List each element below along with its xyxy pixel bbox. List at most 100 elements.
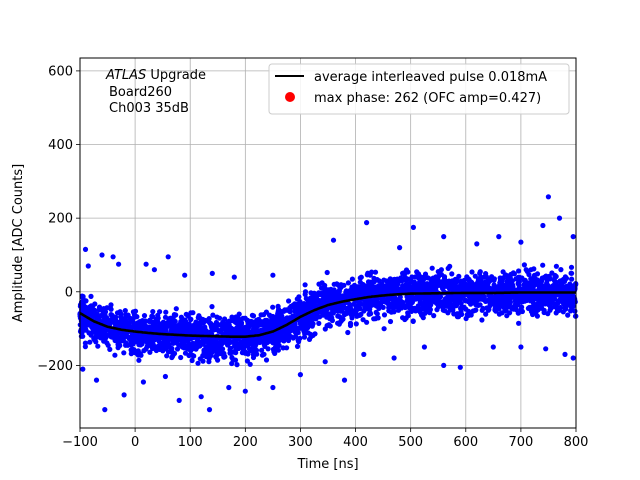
scatter-point: [365, 288, 371, 294]
scatter-point: [165, 349, 172, 355]
scatter-point: [480, 293, 487, 299]
scatter-point: [175, 336, 181, 342]
scatter-point: [519, 286, 525, 292]
scatter-point: [523, 267, 529, 273]
scatter-point: [279, 309, 285, 315]
scatter-outlier-point: [496, 234, 502, 240]
scatter-point: [367, 310, 373, 316]
scatter-point: [221, 350, 227, 357]
scatter-point: [273, 344, 279, 350]
scatter-point: [229, 318, 235, 324]
scatter-point: [423, 284, 429, 290]
scatter-point: [347, 322, 354, 329]
scatter-point: [343, 288, 349, 294]
scatter-point: [374, 277, 380, 283]
scatter-point: [288, 328, 294, 334]
scatter-point: [306, 305, 312, 311]
x-tick-label: 400: [343, 435, 368, 450]
scatter-point: [349, 292, 355, 298]
scatter-point: [150, 320, 156, 326]
scatter-outlier-point: [457, 364, 463, 370]
scatter-point: [286, 298, 292, 304]
scatter-point: [567, 303, 574, 309]
scatter-point: [429, 284, 436, 290]
scatter-outlier-point: [341, 377, 348, 383]
scatter-point: [513, 276, 519, 282]
scatter-point: [96, 304, 103, 310]
scatter-point: [98, 313, 104, 319]
scatter-point: [568, 264, 575, 270]
scatter-outlier-point: [165, 254, 171, 260]
scatter-point: [132, 324, 138, 330]
scatter-point: [327, 323, 333, 329]
scatter-point: [468, 294, 474, 301]
scatter-point: [454, 302, 460, 308]
scatter-point: [165, 338, 171, 344]
scatter-outlier-point: [562, 351, 568, 357]
scatter-point: [169, 335, 176, 341]
scatter-point: [296, 339, 302, 345]
scatter-point: [505, 298, 511, 304]
scatter-point: [264, 320, 270, 327]
scatter-point: [178, 354, 184, 361]
scatter-point: [88, 303, 94, 309]
scatter-point: [473, 302, 479, 308]
scatter-point: [340, 302, 346, 308]
scatter-outlier-point: [441, 362, 447, 368]
scatter-point: [256, 317, 262, 323]
scatter-point: [516, 268, 522, 274]
scatter-point: [479, 286, 485, 292]
scatter-point: [331, 281, 337, 287]
scatter-point: [281, 338, 287, 344]
scatter-outlier-point: [162, 373, 168, 380]
scatter-point: [128, 325, 134, 331]
scatter-point: [178, 314, 184, 320]
scatter-point: [367, 272, 373, 278]
scatter-outlier-point: [151, 267, 157, 273]
scatter-point: [410, 318, 416, 324]
scatter-point: [549, 270, 555, 276]
legend-entry-max-phase: max phase: 262 (OFC amp=0.427): [314, 91, 541, 106]
scatter-point: [553, 263, 560, 269]
scatter-point: [427, 300, 433, 306]
scatter-point: [543, 295, 549, 301]
scatter-point: [546, 285, 552, 291]
scatter-point: [93, 339, 99, 345]
scatter-point: [188, 310, 194, 316]
scatter-point: [443, 278, 449, 284]
scatter-point: [327, 316, 333, 322]
scatter-point: [131, 312, 137, 318]
scatter-point: [499, 301, 505, 307]
scatter-point: [121, 350, 127, 356]
scatter-point: [134, 333, 140, 339]
scatter-outlier-point: [140, 379, 146, 385]
scatter-point: [245, 320, 251, 326]
scatter-point: [551, 283, 558, 289]
scatter-point: [221, 354, 227, 360]
scatter-point: [569, 299, 576, 305]
scatter-outlier-point: [570, 234, 576, 240]
scatter-point: [358, 274, 364, 280]
scatter-point: [463, 306, 469, 312]
scatter-point: [135, 348, 141, 354]
scatter-point: [415, 275, 421, 281]
scatter-point: [308, 290, 314, 296]
scatter-point: [242, 341, 248, 347]
scatter-point: [188, 348, 194, 354]
scatter-point: [173, 306, 179, 312]
scatter-outlier-point: [85, 263, 91, 269]
scatter-point: [150, 313, 156, 320]
scatter-point: [137, 336, 143, 342]
scatter-point: [553, 279, 559, 285]
scatter-outlier-point: [182, 272, 188, 278]
scatter-point: [253, 350, 259, 356]
scatter-point: [152, 344, 159, 350]
scatter-point: [294, 296, 300, 302]
scatter-point: [250, 326, 257, 332]
axis-ticks: −100 0 100 200 300 400 500 600 700 800 −200 0 200 400…: [37, 64, 588, 450]
scatter-point: [80, 293, 86, 300]
scatter-point: [312, 331, 318, 337]
scatter-outlier-point: [545, 194, 552, 200]
scatter-point: [318, 285, 325, 291]
